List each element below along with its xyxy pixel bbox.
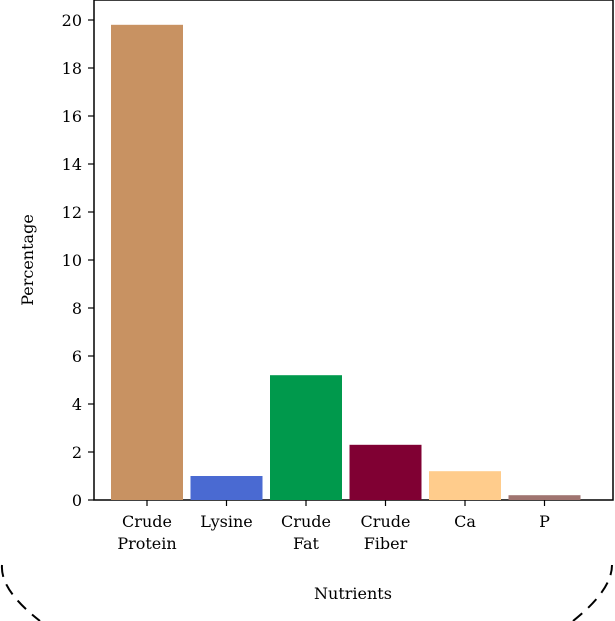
bar <box>429 471 501 500</box>
x-tick-label: Ca <box>454 512 476 531</box>
y-axis-title: Percentage <box>18 214 37 306</box>
y-tick-label: 16 <box>62 107 82 126</box>
bar <box>270 375 342 500</box>
y-tick-label: 0 <box>72 491 82 510</box>
y-tick-label: 14 <box>62 155 82 174</box>
y-tick-label: 8 <box>72 299 82 318</box>
y-tick-label: 6 <box>72 347 82 366</box>
y-tick-label: 4 <box>72 395 82 414</box>
y-tick-label: 18 <box>62 59 82 78</box>
x-tick-label: Crude Protein <box>117 512 176 553</box>
x-axis: Crude Protein Lysine Crude Fat Crude Fiber Ca P <box>117 500 550 553</box>
x-axis-title: Nutrients <box>314 584 392 603</box>
bar <box>508 495 581 500</box>
x-tick-label: Crude Fiber <box>361 512 411 553</box>
y-axis: 0 2 4 6 8 10 12 14 16 18 20 <box>62 11 94 510</box>
y-tick-label: 10 <box>62 251 82 270</box>
card-border <box>0 564 613 621</box>
x-tick-label: Lysine <box>200 512 252 531</box>
y-tick-label: 2 <box>72 443 82 462</box>
y-tick-label: 12 <box>62 203 82 222</box>
bar <box>190 476 263 500</box>
y-tick-label: 20 <box>62 11 82 30</box>
bar <box>111 24 183 501</box>
bars-group <box>111 24 581 501</box>
x-tick-label: P <box>539 512 550 531</box>
x-tick-label: Crude Fat <box>281 512 331 553</box>
bar <box>349 444 422 500</box>
